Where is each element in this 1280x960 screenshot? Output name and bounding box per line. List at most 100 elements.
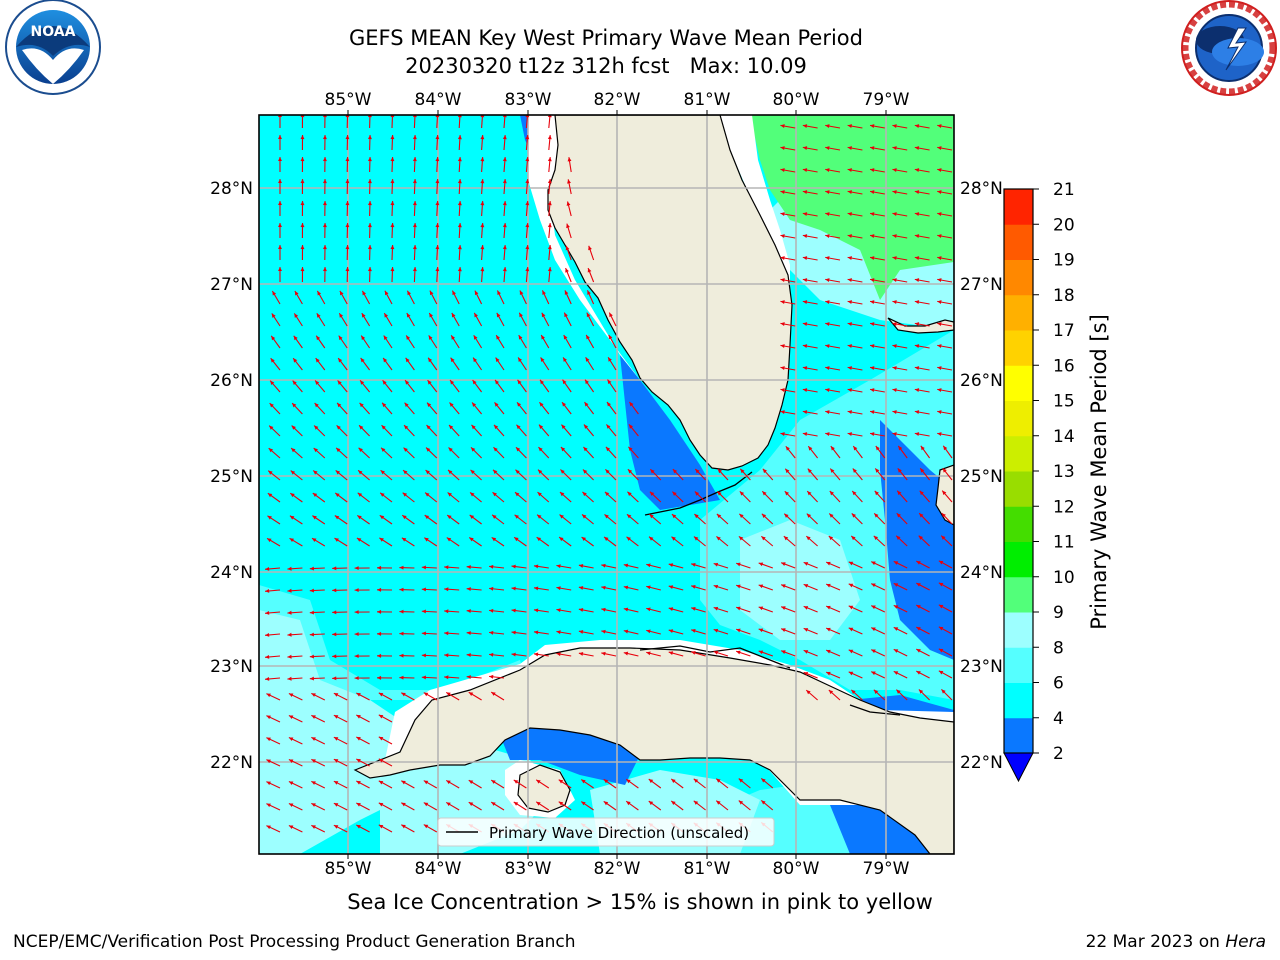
wave-arrow-head: [446, 802, 451, 807]
sea-ice-note: Sea Ice Concentration > 15% is shown in …: [347, 890, 933, 914]
colorbar-under-extension: [1003, 752, 1034, 783]
wave-arrow-head: [691, 585, 696, 589]
wave-arrow-head: [604, 536, 609, 541]
lon-label: 85°W: [325, 90, 372, 110]
wave-arrow-head: [377, 653, 382, 658]
wave-arrow-head: [537, 514, 542, 519]
wave-arrow-head: [848, 627, 854, 632]
wave-arrow-head: [412, 223, 417, 228]
wave-arrow-head: [780, 234, 785, 239]
wave-arrow-head: [266, 759, 271, 764]
wave-arrow-head: [399, 631, 404, 636]
wave-arrow-head: [471, 447, 476, 452]
wave-arrow-head: [541, 312, 546, 318]
wave-arrow-head: [480, 267, 485, 272]
wave-arrow-head: [556, 586, 561, 591]
wave-arrow-head: [421, 587, 426, 592]
wave-arrow-head: [585, 357, 590, 362]
wave-arrow-head: [893, 627, 899, 631]
wave-arrow-head: [896, 689, 901, 694]
wave-arrow-head: [547, 201, 552, 206]
wave-arrow-head: [384, 313, 389, 318]
wave-arrow-head: [578, 652, 584, 656]
wave-arrow-head: [623, 607, 629, 612]
wave-arrow-head: [333, 693, 339, 697]
wave-arrow-head: [412, 267, 417, 272]
wave-arrow-head: [847, 124, 852, 129]
wave-arrow-head: [785, 446, 790, 451]
wave-arrow-head: [605, 446, 611, 452]
wave-arrow-head: [848, 561, 854, 566]
wave-arrow-head: [560, 447, 566, 452]
wave-arrow-head: [446, 780, 451, 785]
bahamas-andros: [935, 464, 954, 526]
wave-arrow-head: [377, 631, 382, 636]
wave-arrow-head: [265, 611, 270, 615]
wave-arrow-head: [713, 650, 719, 655]
lon-label: 81°W: [684, 90, 731, 110]
wave-arrow-head: [938, 670, 944, 675]
wave-arrow-head: [457, 157, 462, 162]
wave-arrow-head: [336, 447, 341, 453]
lat-labels-left: 28°N 27°N 26°N 25°N 24°N 23°N 22°N: [210, 179, 253, 773]
lat-labels-right: 28°N 27°N 26°N 25°N 24°N 23°N 22°N: [960, 179, 1003, 773]
wave-arrow-head: [533, 652, 539, 657]
wave-arrow-head: [502, 201, 507, 206]
wave-arrow-head: [269, 403, 274, 408]
wave-arrow-head: [452, 290, 456, 296]
lat-label: 23°N: [960, 657, 1003, 677]
wave-arrow-head: [493, 469, 498, 474]
lon-label: 83°W: [505, 90, 552, 110]
wave-arrow-head: [265, 633, 270, 637]
wave-arrow-head: [289, 515, 295, 520]
wave-arrow-head: [601, 585, 606, 590]
wave-arrow-head: [293, 358, 298, 363]
wave-arrow-head: [288, 693, 294, 698]
wave-arrow-head: [847, 344, 852, 349]
wave-arrow-head: [367, 179, 372, 184]
wave-arrow-head: [629, 401, 634, 407]
wave-arrow-head: [291, 448, 296, 453]
colorbar-segment: [1004, 294, 1033, 331]
wave-arrow-head: [716, 536, 721, 541]
wave-arrow-head: [412, 245, 417, 250]
wave-arrow-head: [402, 492, 408, 497]
wave-arrow-head: [671, 536, 676, 541]
wave-arrow-head: [294, 313, 299, 318]
wave-arrow-head: [384, 290, 389, 296]
wave-arrow-head: [870, 190, 875, 195]
wave-arrow-head: [448, 447, 453, 452]
wave-arrow-head: [847, 278, 852, 283]
wave-arrow-head: [648, 779, 654, 784]
wave-arrow-head: [533, 564, 539, 569]
wave-arrow-head: [578, 630, 584, 634]
wave-arrow-head: [332, 676, 337, 681]
wave-arrow-head: [802, 322, 808, 327]
wave-arrow-head: [378, 736, 384, 741]
credit-text: NCEP/EMC/Verification Post Processing Pr…: [13, 932, 576, 952]
wave-arrow-head: [513, 779, 519, 784]
wave-arrow-head: [401, 692, 406, 697]
wave-arrow-head: [300, 223, 305, 228]
wave-arrow-head: [426, 447, 431, 452]
wave-arrow-head: [457, 267, 462, 272]
colorbar-tick-label: 15: [1053, 392, 1075, 412]
wave-arrow-head: [288, 803, 294, 808]
wave-arrow-head: [267, 515, 272, 520]
wave-arrow-head: [938, 604, 944, 609]
wave-arrow-head: [717, 491, 722, 496]
wave-arrow-head: [556, 652, 561, 657]
wave-arrow-head: [825, 190, 830, 195]
wave-arrow-head: [290, 470, 296, 475]
wave-arrow-head: [802, 168, 808, 173]
wave-arrow-head: [825, 124, 830, 129]
wave-arrow-head: [870, 124, 875, 129]
wave-arrow-head: [825, 432, 830, 437]
wave-arrow-head: [489, 652, 494, 657]
wave-arrow-head: [468, 802, 474, 807]
wave-arrow-head: [309, 654, 314, 659]
wave-arrow-head: [525, 267, 530, 272]
wave-arrow-head: [511, 630, 516, 635]
wave-arrow-head: [693, 800, 699, 805]
wave-arrow-head: [457, 179, 462, 184]
